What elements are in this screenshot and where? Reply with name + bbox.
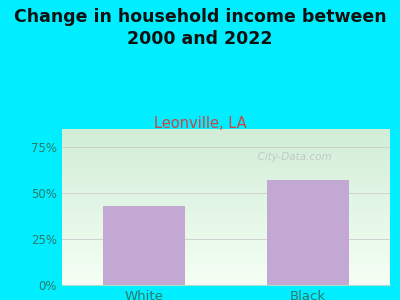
Bar [103,206,185,285]
Text: City-Data.com: City-Data.com [251,152,332,162]
Text: Change in household income between
2000 and 2022: Change in household income between 2000 … [14,8,386,48]
Bar [267,180,349,285]
Text: Leonville, LA: Leonville, LA [154,116,246,130]
